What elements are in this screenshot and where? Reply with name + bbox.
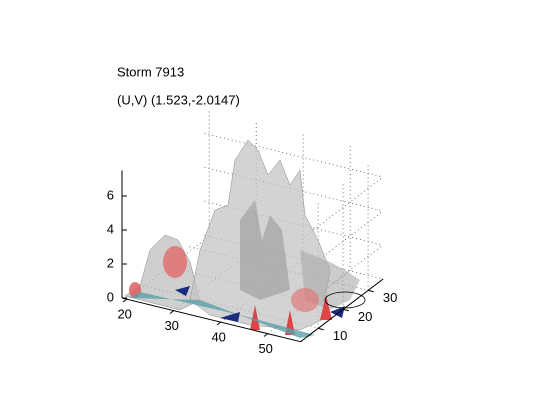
z-tick-label: 6	[107, 187, 114, 202]
z-tick-label: 2	[107, 255, 114, 270]
x-tick	[122, 298, 128, 303]
surface-part	[130, 292, 315, 338]
z-tick-label: 0	[107, 289, 114, 304]
y-tick-label: 20	[358, 309, 372, 324]
x-tick	[216, 321, 222, 326]
z-tick-label: 4	[107, 221, 114, 236]
x-tick	[169, 310, 175, 314]
chart-title: Storm 7913	[117, 64, 184, 79]
chart-subtitle: (U,V) (1.523,-2.0147)	[117, 92, 240, 107]
y-tick	[342, 308, 349, 312]
isosurface	[124, 139, 366, 338]
x-tick-label: 50	[258, 341, 272, 356]
surface-part	[240, 200, 290, 300]
y-tick	[367, 289, 374, 293]
x-tick-label: 20	[117, 307, 131, 322]
surface-part	[291, 288, 319, 312]
surface-part	[163, 246, 187, 278]
y-tick-label: 30	[383, 290, 397, 305]
x-tick-label: 30	[164, 318, 178, 333]
y-tick	[317, 327, 324, 331]
axes: 20 30 40 50 10 20 30 0 2 4 6	[107, 170, 397, 356]
y-tick-label: 10	[333, 328, 347, 343]
x-tick	[263, 333, 269, 337]
y-axis	[300, 278, 384, 343]
x-axis	[121, 297, 301, 343]
surface-part	[250, 295, 332, 335]
x-tick-label: 40	[211, 330, 225, 345]
